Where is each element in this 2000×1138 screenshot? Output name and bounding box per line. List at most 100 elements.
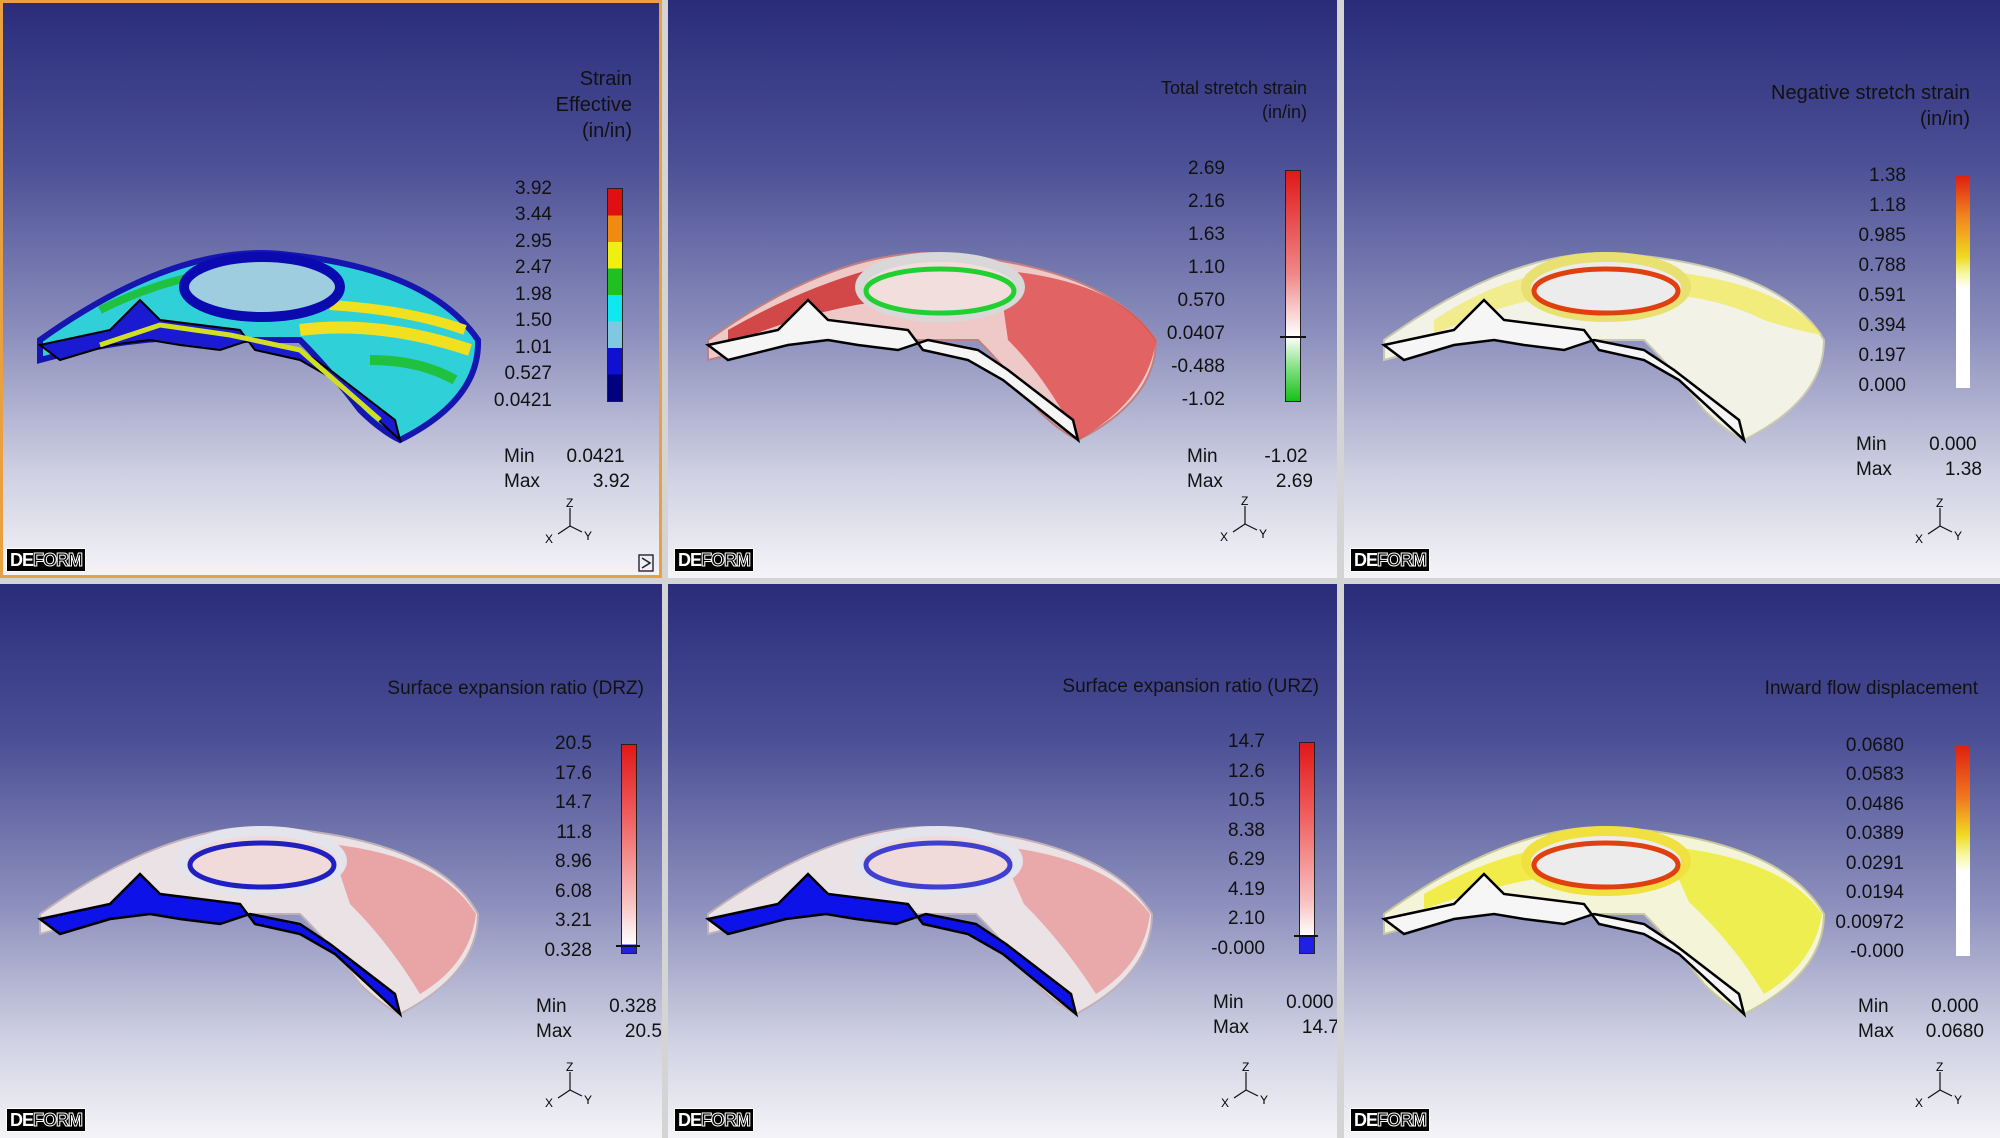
legend-title-line: (in/in) (1261, 102, 1307, 122)
legend-tick: 0.570 (1177, 290, 1225, 311)
min-value: -1.02 (1264, 446, 1308, 467)
legend-title: Strain Effective (in/in) (556, 66, 632, 144)
legend-title-line: Inward flow displacement (1764, 678, 1978, 699)
viewport-total-stretch-strain[interactable]: Total stretch strain (in/in) 2.69 2.16 1… (668, 0, 1337, 578)
legend-tick: 0.0583 (1845, 764, 1904, 785)
deform-logo: DEFORM (674, 1108, 755, 1132)
max-label: Max (1858, 1021, 1894, 1042)
viewport-strain-effective[interactable]: Strain Effective (in/in) 3.92 3.44 2.95 … (0, 0, 662, 578)
min-value: 0.000 (1931, 996, 1979, 1017)
part-3d-view-negative-stretch[interactable] (1344, 0, 2000, 578)
axis-x-label: X (545, 1096, 553, 1110)
legend-tick: 1.18 (1869, 195, 1906, 216)
max-label: Max (536, 1021, 572, 1042)
axis-x-label: X (1915, 1096, 1923, 1110)
part-3d-view-urz[interactable] (668, 584, 1337, 1138)
logo-part: DE (10, 1110, 34, 1130)
legend-tick: 2.16 (1188, 191, 1225, 212)
zero-marker (616, 945, 640, 947)
max-label: Max (504, 471, 540, 492)
deform-logo: DEFORM (6, 1108, 87, 1132)
legend-tick: 0.0194 (1845, 882, 1904, 903)
logo-part: FORM (1377, 550, 1428, 571)
min-max-readout: Min 0.328 Max 20.5 (536, 994, 662, 1044)
max-value: 1.38 (1944, 459, 1982, 480)
legend-tick: 3.21 (555, 910, 592, 931)
legend-tick: 3.92 (515, 178, 552, 199)
legend-tick: -1.02 (1181, 389, 1225, 410)
view-toggle-icon[interactable] (638, 554, 654, 572)
part-3d-view-drz[interactable] (0, 584, 662, 1138)
logo-part: DE (1354, 1110, 1378, 1130)
viewport-inward-flow-displacement[interactable]: Inward flow displacement 0.0680 0.0583 0… (1344, 584, 2000, 1138)
legend-title: Surface expansion ratio (URZ) (1062, 674, 1319, 700)
part-3d-view-total-stretch[interactable] (668, 0, 1337, 578)
min-value: 0.000 (1929, 434, 1977, 455)
min-max-readout: Min 0.0421 Max 3.92 (504, 444, 630, 494)
max-value: 14.7 (1301, 1017, 1337, 1038)
logo-part: DE (678, 550, 702, 570)
legend-tick: 0.527 (504, 363, 552, 384)
viewport-surface-expansion-urz[interactable]: Surface expansion ratio (URZ) 14.7 12.6 … (668, 584, 1337, 1138)
legend-title-line: Surface expansion ratio (DRZ) (387, 678, 644, 699)
legend-title-line: Total stretch strain (1160, 78, 1307, 98)
axis-x-label: X (1221, 1096, 1229, 1110)
axis-y-label: Y (584, 529, 592, 543)
legend-tick: 2.69 (1188, 158, 1225, 179)
legend-tick: 14.7 (555, 792, 592, 813)
legend-tick: 14.7 (1228, 731, 1265, 752)
legend-tick: 20.5 (555, 733, 592, 754)
axis-y-label: Y (1954, 1093, 1962, 1107)
legend-title: Inward flow displacement (1765, 676, 1978, 702)
min-value: 0.328 (609, 996, 657, 1017)
logo-part: FORM (33, 1110, 84, 1131)
legend-tick: -0.488 (1171, 356, 1225, 377)
logo-part: DE (10, 550, 34, 570)
legend-tick: 4.19 (1228, 879, 1265, 900)
axis-x-label: X (1915, 532, 1923, 546)
max-label: Max (1856, 459, 1892, 480)
legend-tick: 1.38 (1869, 165, 1906, 186)
zero-marker (1294, 935, 1318, 937)
axis-z-label: Z (1936, 1062, 1943, 1074)
legend-title-line: Effective (555, 94, 632, 116)
min-label: Min (1858, 996, 1889, 1017)
min-max-readout: Min 0.000 Max 14.7 (1213, 990, 1337, 1040)
zero-marker (1280, 336, 1306, 338)
deform-logo: DEFORM (6, 548, 87, 572)
min-label: Min (536, 996, 567, 1017)
logo-part: FORM (1377, 1110, 1428, 1131)
max-value: 3.92 (592, 471, 630, 492)
axis-triad-icon: Z X Y (545, 1062, 592, 1110)
legend-title-line: (in/in) (1919, 108, 1970, 130)
legend-tick: 1.63 (1188, 224, 1225, 245)
axis-z-label: Z (566, 498, 573, 510)
axis-z-label: Z (1936, 498, 1943, 510)
color-bar (607, 188, 623, 402)
min-value: 0.000 (1286, 992, 1334, 1013)
axis-y-label: Y (1954, 529, 1962, 543)
legend-tick: 0.0407 (1166, 323, 1225, 344)
axis-y-label: Y (1259, 527, 1267, 541)
logo-part: FORM (33, 550, 84, 571)
min-max-readout: Min 0.000 Max 1.38 (1856, 432, 1982, 482)
part-3d-view-strain[interactable] (0, 0, 662, 578)
viewport-surface-expansion-drz[interactable]: Surface expansion ratio (DRZ) 20.5 17.6 … (0, 584, 662, 1138)
color-bar (1285, 170, 1301, 402)
legend-title: Surface expansion ratio (DRZ) (387, 676, 644, 702)
legend-tick: 1.98 (515, 284, 552, 305)
axis-x-label: X (1220, 530, 1228, 544)
viewport-negative-stretch-strain[interactable]: Negative stretch strain (in/in) 1.38 1.1… (1344, 0, 2000, 578)
legend-tick: 0.0389 (1845, 823, 1904, 844)
axis-x-label: X (545, 532, 553, 546)
axis-z-label: Z (1241, 496, 1248, 508)
color-bar (1956, 746, 1970, 956)
min-label: Min (1856, 434, 1887, 455)
part-3d-view-inward-flow[interactable] (1344, 584, 2000, 1138)
logo-part: DE (1354, 550, 1378, 570)
max-label: Max (1213, 1017, 1249, 1038)
legend-tick: 2.95 (515, 231, 552, 252)
deform-logo: DEFORM (674, 548, 755, 572)
logo-part: FORM (701, 1110, 752, 1131)
min-max-readout: Min 0.000 Max 0.0680 (1858, 994, 1984, 1044)
